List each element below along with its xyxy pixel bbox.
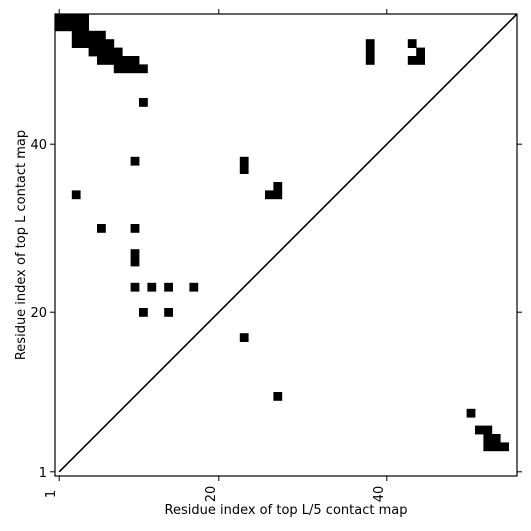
y-axis-label: Residue index of top L contact map [14,130,29,360]
contact-cell [239,156,249,166]
contact-cell [139,308,148,317]
contact-cell [365,39,375,48]
x-axis-label: Residue index of top L/5 contact map [165,503,408,518]
contact-cell [113,64,123,74]
contact-cell [265,190,274,200]
contact-cell [273,182,283,191]
contact-cell [105,47,115,57]
contact-cell [189,282,199,292]
contact-cell [97,39,106,48]
contact-cell [63,22,73,32]
contact-cell [491,434,501,443]
y-tick-label: 20 [30,306,47,321]
contact-cell [55,22,64,32]
contact-cell [239,165,249,174]
diagonal-line [58,13,518,473]
contact-cell [105,39,115,48]
contact-cell [139,98,148,107]
contact-cell [97,56,106,65]
contact-cell [407,39,417,48]
contact-cell [105,56,115,65]
contact-cell [273,190,283,200]
contact-cell [365,56,375,65]
contact-cell [130,56,140,65]
contact-cell [71,14,81,23]
contact-cell [122,64,131,74]
contact-cell [71,190,81,200]
contact-cell [164,308,173,317]
contacts-layer [55,14,509,452]
contact-cell [97,30,106,40]
y-tick-label: 1 [39,466,47,481]
contact-cell [407,56,417,65]
contact-cell [55,14,64,23]
contact-cell [164,282,173,292]
contact-cell [122,56,131,65]
contact-cell [88,47,98,57]
contact-cell [273,392,283,401]
contact-cell [88,39,98,48]
contact-cell [500,442,509,452]
contact-cell [113,47,123,57]
contact-cell [80,39,89,48]
x-tick-label: 1 [44,490,59,498]
contact-cell [97,224,106,233]
contact-cell [483,425,493,435]
contact-cell [139,64,148,74]
contact-cell [416,47,425,57]
contact-cell [113,56,123,65]
contact-cell [88,30,98,40]
contact-cell [80,30,89,40]
ticks-layer: 1 20 40 1 20 40 [30,9,522,502]
y-tick-label: 40 [30,138,47,153]
contact-cell [475,425,484,435]
x-tick-label: 40 [372,486,387,503]
contact-cell [365,47,375,57]
contact-cell [483,442,493,452]
contact-cell [71,39,81,48]
contact-cell [483,434,493,443]
contact-cell [80,22,89,32]
contact-cell [239,333,249,342]
contact-cell [71,22,81,32]
contact-cell [491,442,501,452]
contact-cell [130,282,140,292]
contact-cell [71,30,81,40]
contact-cell [130,249,140,258]
contact-cell [63,14,73,23]
contact-cell [466,408,476,418]
contact-cell [147,282,157,292]
contact-cell [416,56,425,65]
x-tick-label: 20 [204,486,219,503]
contact-cell [130,224,140,233]
contact-cell [130,64,140,74]
contact-cell [130,156,140,166]
contact-cell [130,257,140,267]
contact-cell [80,14,89,23]
contact-cell [97,47,106,57]
plot-frame [54,13,518,477]
